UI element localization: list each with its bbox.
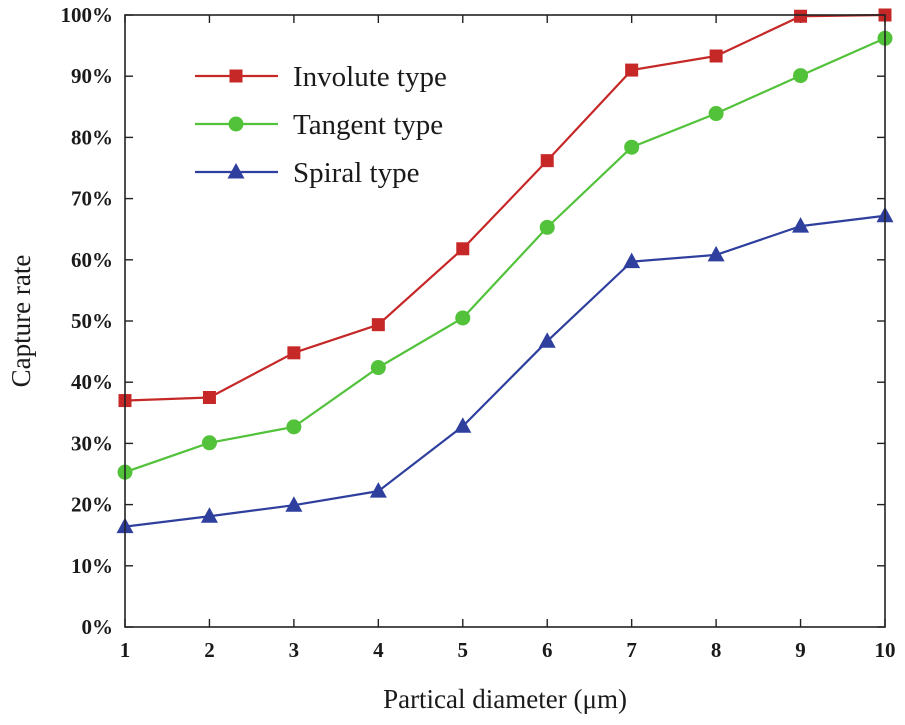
data-point [285, 496, 303, 512]
y-tick-label: 60% [71, 248, 113, 272]
data-point [624, 139, 640, 155]
x-tick-label: 7 [626, 638, 637, 662]
y-tick-label: 20% [71, 493, 113, 517]
data-point [202, 391, 216, 404]
legend-label: Involute type [293, 61, 447, 93]
y-tick-labels: 0% 10% 20% 30% 40% 50% 60% 70% 80% 90% 100% [61, 3, 114, 639]
legend-marker [228, 116, 244, 132]
y-tick-label: 30% [71, 431, 113, 455]
data-point [707, 245, 725, 262]
x-tick-label: 3 [289, 638, 300, 662]
legend: Involute type Tangent type Spiral type [195, 61, 447, 189]
data-point [793, 68, 809, 84]
y-tick-label: 90% [71, 64, 113, 88]
legend-marker [227, 163, 245, 179]
x-tick-label: 4 [373, 638, 384, 662]
x-tick-label: 5 [458, 638, 469, 662]
data-point [792, 217, 810, 233]
x-tick-label: 6 [542, 638, 553, 662]
legend-label: Spiral type [293, 157, 419, 189]
y-tick-label: 70% [71, 187, 113, 211]
data-point [200, 507, 218, 523]
y-tick-label: 100% [61, 3, 114, 27]
series-circle [117, 30, 893, 480]
series-line [124, 13, 886, 402]
data-point [201, 435, 217, 451]
x-tick-label: 9 [795, 638, 806, 662]
x-tick-labels: 1 2 3 4 5 6 7 8 9 10 [120, 638, 896, 662]
series-line [124, 214, 886, 528]
data-point [455, 310, 471, 326]
series-triangle [116, 206, 894, 534]
series-lines [116, 8, 894, 534]
data-point [625, 63, 639, 77]
data-point [539, 219, 555, 235]
data-point [540, 154, 554, 168]
x-tick-label: 8 [711, 638, 722, 662]
data-point [708, 106, 724, 122]
axis-ticks [124, 14, 886, 628]
data-point [286, 419, 302, 435]
y-axis-title: Capture rate [6, 255, 36, 388]
data-point [538, 332, 556, 348]
legend-marker [229, 69, 243, 83]
data-point [287, 346, 301, 360]
x-axis-title: Partical diameter (μm) [383, 684, 627, 714]
plot-frame [124, 14, 886, 628]
data-point [709, 49, 723, 63]
data-point [371, 318, 385, 332]
x-tick-label: 2 [204, 638, 215, 662]
y-tick-label: 10% [71, 554, 113, 578]
y-tick-label: 40% [71, 370, 113, 394]
y-tick-label: 0% [82, 615, 114, 639]
data-point [370, 360, 386, 376]
series-square [118, 8, 892, 408]
data-point [623, 252, 641, 269]
series-line [124, 37, 886, 474]
legend-label: Tangent type [293, 109, 443, 141]
data-point [794, 9, 808, 23]
x-tick-label: 1 [120, 638, 131, 662]
y-tick-label: 50% [71, 309, 113, 333]
data-point [456, 242, 470, 256]
y-tick-label: 80% [71, 125, 113, 149]
data-point [454, 417, 472, 433]
data-point [369, 482, 387, 498]
x-tick-label: 10 [875, 638, 896, 662]
